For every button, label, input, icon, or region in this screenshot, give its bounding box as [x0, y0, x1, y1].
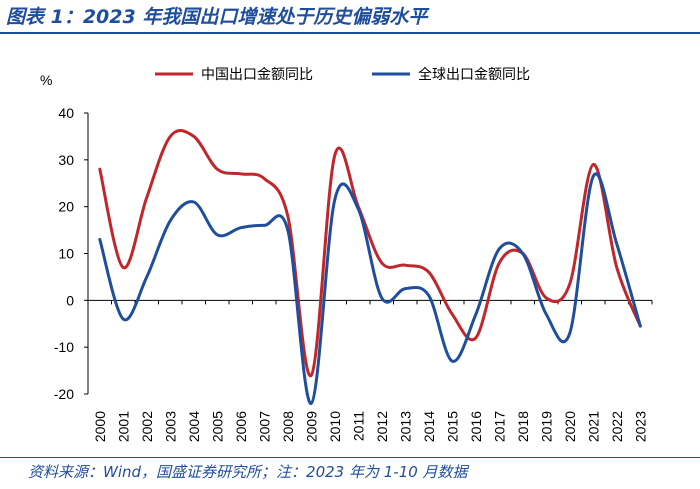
y-tick-label: 10: [58, 246, 74, 262]
x-tick-label: 2004: [186, 411, 202, 442]
x-tick-label: 2006: [233, 411, 249, 442]
source-note: 资料来源：Wind，国盛证券研究所；注：2023 年为 1-10 月数据: [28, 463, 468, 481]
x-tick-label: 2021: [585, 411, 601, 442]
axes: % -20 -10 0 10 20 30 40 2000 2001 2002 2003 2004 2005…: [40, 72, 653, 442]
footer-divider: [0, 457, 700, 458]
y-tick-label: 20: [58, 199, 74, 215]
series-lines: [98, 129, 642, 405]
x-tick-label: 2007: [256, 411, 272, 442]
x-tick-label: 2013: [397, 411, 413, 442]
x-tick-label: 2018: [515, 411, 531, 442]
x-tick-label: 2002: [139, 411, 155, 442]
y-tick-label: 40: [58, 105, 74, 121]
title-divider: [0, 32, 700, 34]
y-tick-label: 30: [58, 152, 74, 168]
y-axis-unit: %: [40, 72, 52, 88]
y-tick-label: -10: [54, 339, 74, 355]
x-tick-label: 2009: [303, 411, 319, 442]
legend-label-2: 全球出口金额同比: [418, 66, 530, 83]
x-tick-label: 2003: [162, 411, 178, 442]
x-tick-label: 2014: [421, 411, 437, 442]
x-tick-label: 2016: [468, 411, 484, 442]
y-tick-label: -20: [54, 386, 74, 402]
series-line-2: [98, 172, 642, 405]
x-tick-label: 2017: [491, 411, 507, 442]
y-tick-label: 0: [66, 292, 74, 308]
x-tick-label: 2010: [327, 411, 343, 442]
legend: 中国出口金额同比 全球出口金额同比: [155, 66, 530, 83]
x-tick-label: 2008: [280, 411, 296, 442]
x-tick-label: 2022: [609, 411, 625, 442]
x-tick-label: 2020: [562, 411, 578, 442]
x-tick-label: 2005: [209, 411, 225, 442]
x-tick-label: 2023: [632, 411, 648, 442]
legend-label-1: 中国出口金额同比: [201, 67, 313, 83]
x-tick-label: 2000: [92, 411, 108, 442]
x-tick-label: 2012: [374, 411, 390, 442]
x-tick-label: 2011: [350, 411, 366, 441]
chart-title: 图表 1：2023 年我国出口增速处于历史偏弱水平: [6, 6, 428, 28]
x-tick-label: 2001: [115, 411, 131, 442]
x-tick-label: 2015: [444, 411, 460, 442]
x-tick-label: 2019: [538, 411, 554, 442]
